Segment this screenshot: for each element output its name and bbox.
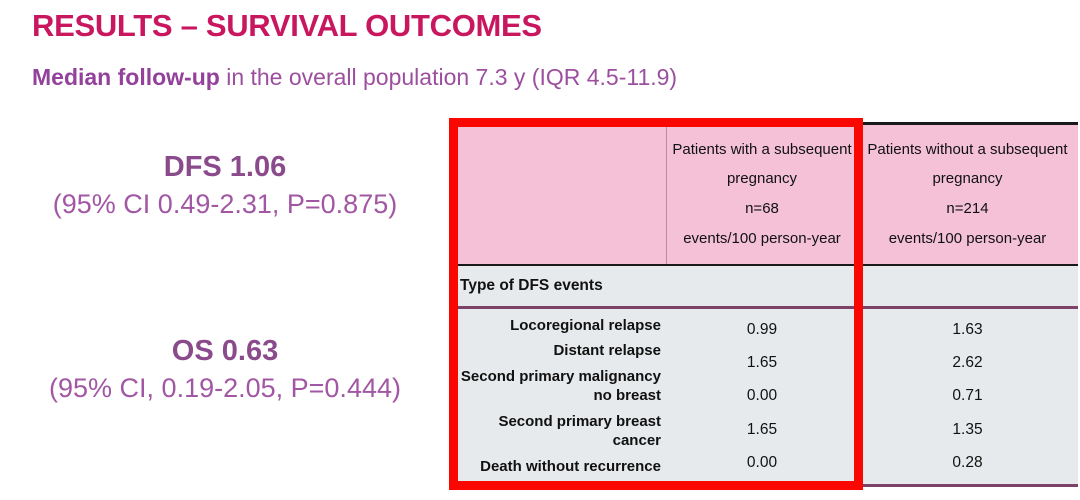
row-label: Death without recurrence (480, 457, 661, 475)
with-pregnancy-values-column: 0.99 1.65 0.00 1.65 0.00 (667, 309, 857, 484)
cell-value: 0.99 (746, 320, 778, 338)
row-label: Second primary malignancy no breast (460, 368, 661, 405)
cell-value: 0.00 (746, 454, 778, 472)
table-data-area: Locoregional relapse Distant relapse Sec… (455, 309, 1078, 484)
without-pregnancy-values-column: 1.63 2.62 0.71 1.35 0.28 (857, 309, 1078, 484)
row-label: Second primary breast cancer (498, 412, 661, 449)
header-with-pregnancy: Patients with a subsequent pregnancy n=6… (667, 125, 857, 264)
cell-value: 2.62 (952, 354, 983, 372)
header-without-line4: events/100 person-year (888, 229, 1047, 247)
table-bottom-border (455, 484, 1078, 487)
row-label: Distant relapse (553, 342, 661, 360)
os-hazard-ratio: OS 0.63 (171, 335, 279, 367)
median-followup-line: Median follow-up in the overall populati… (32, 64, 677, 91)
header-without-line1: Patients without a subsequent (867, 140, 1068, 158)
cell-value: 1.35 (952, 420, 983, 438)
header-empty-cell (455, 125, 667, 264)
dfs-events-table: Patients with a subsequent pregnancy n=6… (455, 122, 1078, 487)
dfs-hazard-ratio: DFS 1.06 (163, 151, 287, 183)
header-without-line3: n=214 (946, 200, 989, 218)
header-with-line2: pregnancy (726, 170, 798, 188)
cell-value: 1.65 (746, 420, 778, 438)
slide-title: RESULTS – SURVIVAL OUTCOMES (32, 8, 542, 43)
header-with-line1: Patients with a subsequent (672, 140, 852, 158)
row-label: Locoregional relapse (510, 316, 661, 334)
dfs-stat-block: DFS 1.06 (95% CI 0.49-2.31, P=0.875) (10, 148, 440, 222)
section-header-label: Type of DFS events (460, 277, 603, 294)
cell-value: 0.71 (952, 387, 983, 405)
os-confidence-interval: (95% CI, 0.19-2.05, P=0.444) (49, 373, 401, 404)
median-followup-value: in the overall population 7.3 y (IQR 4.5… (219, 64, 678, 90)
header-without-line2: pregnancy (932, 170, 1003, 188)
dfs-confidence-interval: (95% CI 0.49-2.31, P=0.875) (52, 189, 398, 220)
os-stat-block: OS 0.63 (95% CI, 0.19-2.05, P=0.444) (10, 332, 440, 406)
section-header-row: Type of DFS events (455, 266, 1078, 306)
cell-value: 1.63 (952, 320, 983, 338)
median-followup-label: Median follow-up (32, 64, 220, 90)
header-bottom-divider (455, 264, 1078, 266)
cell-value: 1.65 (746, 354, 778, 372)
header-with-line3: n=68 (745, 200, 779, 218)
header-without-pregnancy: Patients without a subsequent pregnancy … (857, 125, 1078, 264)
table-header-row: Patients with a subsequent pregnancy n=6… (455, 125, 1078, 264)
cell-value: 0.00 (746, 387, 778, 405)
cell-value: 0.28 (952, 454, 983, 472)
row-label-column: Locoregional relapse Distant relapse Sec… (455, 309, 667, 484)
section-bottom-divider (455, 306, 1078, 309)
header-with-line4: events/100 person-year (683, 229, 841, 247)
